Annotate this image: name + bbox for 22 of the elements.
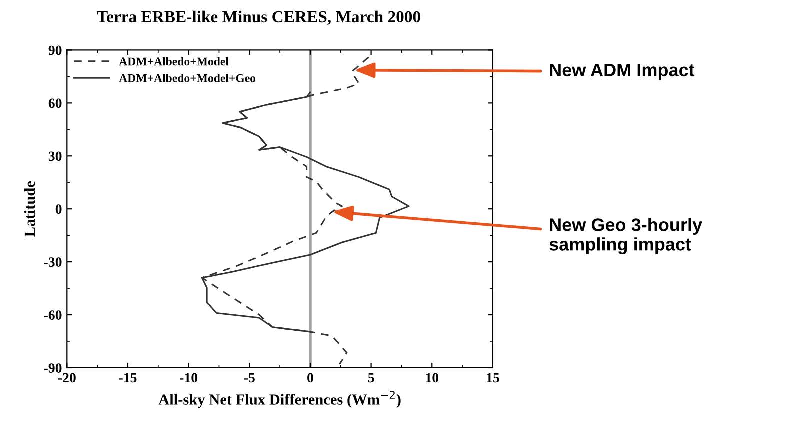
- y-tick-label: 30: [48, 152, 62, 162]
- annotation: New ADM Impact: [550, 64, 695, 80]
- y-tick-label: 90: [48, 46, 62, 56]
- x-tick-label: 10: [426, 373, 439, 383]
- x-tick-label: -15: [119, 373, 137, 383]
- x-axis-title: All-sky Net Flux Differences (Wm$^{−2}$): [158, 390, 401, 408]
- y-tick-label: -60: [44, 310, 62, 320]
- x-tick-label: 5: [368, 373, 374, 383]
- y-tick-label: -30: [44, 258, 62, 268]
- legend-label: ADM+Albedo+Model: [119, 57, 229, 66]
- annotation: New Geo 3-hourly sampling impact: [550, 218, 702, 254]
- x-tick-label: -20: [58, 373, 76, 383]
- y-tick-label: 60: [48, 98, 62, 108]
- y-tick-label: 0: [56, 204, 62, 214]
- y-axis-title: Latitude: [24, 181, 36, 237]
- y-tick-label: -90: [44, 364, 62, 373]
- x-tick-label: -5: [244, 373, 255, 383]
- chart-title: Terra ERBE-like Minus CERES, March 2000: [97, 10, 420, 26]
- x-tick-label: 15: [487, 373, 500, 383]
- x-tick-label: -10: [180, 373, 198, 383]
- legend-label: ADM+Albedo+Model+Geo: [119, 74, 256, 82]
- x-tick-label: 0: [308, 373, 314, 383]
